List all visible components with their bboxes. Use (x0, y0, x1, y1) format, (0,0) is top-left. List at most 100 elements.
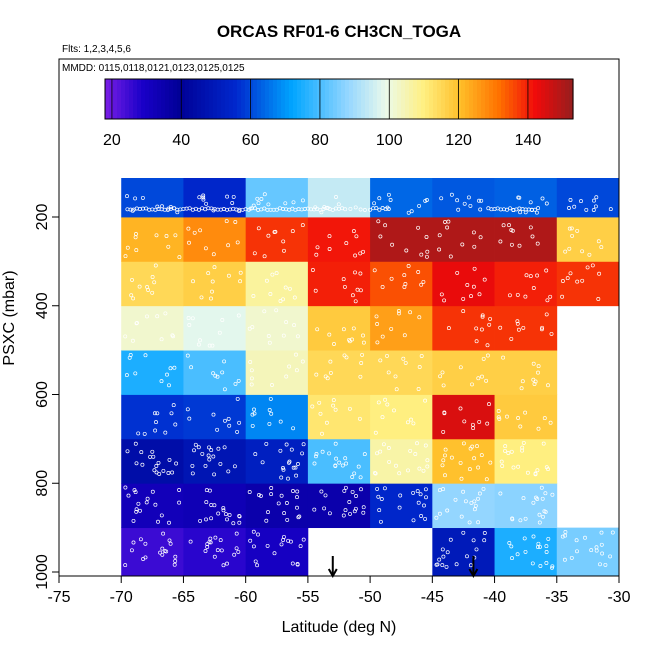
track-point (139, 450, 144, 455)
track-point (297, 514, 302, 519)
track-point (376, 400, 381, 405)
colorbar-segment (233, 79, 238, 119)
track-point (357, 416, 362, 421)
track-point (222, 445, 227, 450)
track-point (294, 368, 299, 373)
track-point (361, 510, 366, 515)
track-point (471, 426, 476, 431)
heatmap-cell (183, 217, 247, 262)
y-tick-label: 1000 (34, 554, 51, 590)
y-axis-label: PSXC (mbar) (1, 270, 18, 365)
track-point (591, 208, 596, 212)
track-point (157, 471, 162, 476)
track-point (262, 192, 267, 197)
track-point (287, 459, 292, 464)
heatmap-cell (432, 438, 495, 484)
track-point (156, 460, 161, 465)
track-point (393, 374, 398, 379)
track-point (150, 275, 155, 279)
track-point (353, 270, 357, 275)
track-point (225, 194, 230, 199)
track-point (136, 501, 141, 506)
track-point (123, 485, 128, 490)
track-point (203, 549, 208, 553)
heatmap-cell (183, 527, 247, 577)
track-point (247, 490, 252, 494)
track-point (267, 340, 272, 345)
track-point (405, 420, 410, 425)
colorbar-segment (533, 79, 538, 119)
colorbar-tick-label: 120 (445, 132, 472, 149)
track-point (327, 247, 332, 251)
track-point (340, 463, 345, 468)
colorbar-segment (569, 79, 574, 119)
track-point (207, 343, 212, 348)
track-point (270, 383, 274, 387)
track-point (132, 488, 137, 493)
track-point (218, 538, 223, 543)
track-point (521, 440, 526, 445)
track-point (544, 268, 549, 273)
track-point (301, 442, 306, 447)
track-point (434, 515, 439, 520)
colorbar-segment (389, 79, 394, 119)
track-point (159, 513, 164, 518)
track-point (251, 294, 256, 298)
track-point (350, 475, 355, 479)
track-point (560, 534, 565, 539)
track-point (516, 464, 521, 469)
track-point (172, 365, 177, 370)
track-point (231, 194, 236, 199)
track-point (249, 368, 254, 373)
colorbar-segment (105, 79, 110, 119)
track-point (204, 201, 209, 206)
track-point (236, 549, 241, 554)
track-point (482, 531, 487, 535)
track-point (455, 198, 460, 203)
track-point (278, 448, 283, 453)
track-point (377, 508, 382, 513)
track-point (600, 551, 605, 556)
colorbar-tick-label: 100 (376, 132, 403, 149)
y-tick-label: 400 (34, 292, 51, 319)
track-point (467, 467, 472, 472)
track-point (198, 228, 203, 233)
track-point (458, 365, 463, 370)
track-point (499, 459, 504, 464)
track-point (568, 271, 573, 276)
track-point (262, 254, 267, 259)
colorbar-segment (537, 79, 542, 119)
colorbar-segment (553, 79, 558, 119)
colorbar-segment (541, 79, 546, 119)
track-point (475, 444, 479, 449)
track-point (226, 273, 231, 278)
track-point (220, 370, 225, 375)
track-point (519, 386, 524, 391)
track-point (143, 541, 148, 546)
track-point (358, 271, 363, 276)
colorbar-segment (349, 79, 354, 119)
track-point (385, 353, 389, 358)
track-point (373, 430, 378, 435)
track-point (580, 278, 585, 283)
track-point (575, 549, 579, 554)
colorbar-segment (173, 79, 178, 119)
track-point (478, 235, 483, 240)
track-point (234, 531, 239, 536)
track-point (416, 225, 421, 230)
colorbar-segment (117, 79, 122, 119)
track-point (237, 420, 242, 425)
heatmap-cell (307, 483, 371, 529)
track-point (177, 255, 182, 260)
heatmap-cell (494, 483, 558, 529)
track-point (537, 512, 542, 517)
track-point (416, 387, 421, 391)
track-point (417, 365, 422, 369)
colorbar-segment (185, 79, 190, 119)
track-point (215, 548, 220, 553)
track-point (232, 552, 237, 557)
colorbar-segment (561, 79, 566, 119)
track-point (593, 204, 598, 209)
track-point (212, 554, 217, 559)
chart-subtitle-dates: MMDD: 0115,0118,0121,0123,0125,0125 (62, 63, 245, 74)
